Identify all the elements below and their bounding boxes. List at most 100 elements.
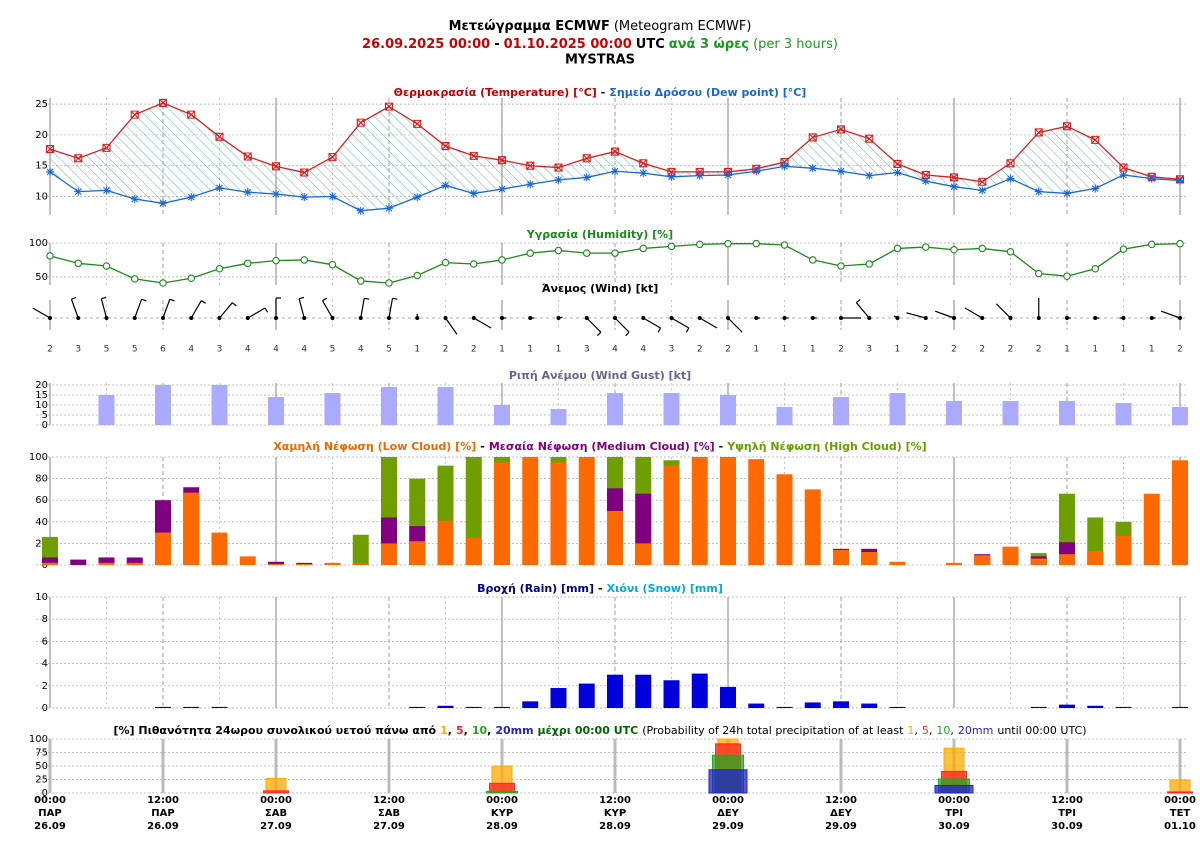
x-day-label: ΤΡΙ — [945, 808, 963, 819]
marker — [1091, 265, 1100, 273]
bar — [663, 465, 680, 565]
marker — [921, 170, 930, 180]
bar — [748, 459, 765, 565]
title-part: Σημείο Δρόσου (Dew point) [°C] — [609, 86, 806, 99]
bar — [1167, 791, 1193, 794]
marker — [1063, 189, 1071, 198]
y-tick-label: 50 — [35, 272, 48, 283]
marker — [130, 194, 139, 203]
marker — [583, 249, 591, 257]
bar — [691, 673, 708, 708]
wind-barb — [100, 296, 108, 319]
title-part: 20mm — [958, 724, 993, 737]
x-time-label: 12:00 — [147, 795, 179, 806]
wind-speed-label: 2 — [923, 345, 929, 355]
wind-dot — [641, 316, 646, 320]
wind-speed-label: 2 — [471, 345, 477, 355]
bar — [324, 562, 341, 565]
x-date-label: 26.09 — [34, 821, 66, 832]
wind-barb — [642, 317, 662, 333]
title-part: , — [950, 724, 954, 737]
bar — [324, 393, 341, 425]
bar — [720, 395, 736, 425]
marker — [1148, 240, 1156, 249]
title-part: Μεσαία Νέφωση (Medium Cloud) [%] — [489, 440, 715, 453]
wind-dot — [189, 316, 194, 320]
marker — [554, 175, 563, 184]
x-day-label: ΤΡΙ — [1058, 808, 1076, 819]
y-tick-label: 100 — [29, 238, 48, 249]
wind-dot — [1178, 316, 1182, 320]
marker — [808, 164, 817, 173]
bar — [748, 703, 765, 708]
bar — [211, 385, 228, 425]
bar — [804, 489, 821, 565]
bar — [494, 706, 510, 708]
y-tick-label: 0 — [42, 788, 48, 799]
x-day-label: ΠΑΡ — [38, 808, 61, 819]
marker — [752, 167, 761, 176]
bar — [42, 562, 58, 565]
marker — [893, 159, 902, 168]
wind-speed-label: 1 — [556, 345, 562, 355]
marker — [667, 172, 676, 181]
wind-barb — [964, 307, 983, 319]
bar — [974, 555, 991, 565]
wind-barb — [70, 296, 79, 319]
bar — [1172, 460, 1188, 565]
wind-speed-label: 2 — [725, 345, 731, 355]
marker — [808, 133, 817, 142]
wind-dot — [980, 316, 985, 320]
title-part: - — [719, 440, 724, 453]
marker — [554, 246, 563, 255]
marker — [893, 244, 902, 253]
marker — [413, 271, 422, 280]
bar — [635, 674, 652, 708]
marker — [582, 154, 591, 163]
wind-dot — [584, 316, 589, 320]
bar — [486, 790, 518, 794]
marker — [611, 249, 619, 257]
marker — [1063, 272, 1071, 280]
wind-dot — [48, 316, 52, 320]
marker — [498, 185, 506, 194]
bar — [635, 543, 652, 565]
panel-title: Χαμηλή Νέφωση (Low Cloud) [%] - Μεσαία Νέφ… — [273, 440, 926, 453]
wind-dot — [1036, 316, 1041, 320]
title-part: until 00:00 UTC) — [997, 724, 1086, 737]
wind-dot — [1149, 316, 1154, 320]
marker — [498, 256, 506, 264]
wind-barb — [247, 307, 269, 319]
bar — [1169, 779, 1191, 794]
wind-speed-label: 2 — [979, 345, 985, 355]
bar — [381, 387, 397, 425]
bar — [607, 511, 623, 565]
title-part: Υγρασία (Humidity) [%] — [526, 228, 673, 241]
wind-barb — [388, 297, 398, 319]
bar — [211, 532, 228, 565]
wind-barb — [699, 317, 718, 329]
wind-dot — [726, 316, 730, 320]
y-tick-label: 100 — [29, 734, 48, 745]
wind-barb — [671, 317, 690, 333]
marker — [611, 167, 619, 176]
x-day-label: ΚΥΡ — [604, 808, 626, 819]
bar — [522, 457, 539, 565]
marker — [187, 274, 196, 282]
x-date-label: 01.10 — [1164, 821, 1196, 832]
title-part: , — [929, 724, 933, 737]
bar — [494, 462, 510, 565]
x-time-label: 00:00 — [938, 795, 970, 806]
bar — [155, 706, 171, 708]
marker — [158, 98, 168, 107]
wind-dot — [697, 316, 702, 320]
marker — [639, 159, 648, 168]
marker — [695, 171, 704, 180]
bar — [833, 701, 849, 708]
wind-barb — [586, 317, 602, 337]
marker — [441, 258, 450, 267]
bar — [1115, 535, 1132, 565]
y-tick-label: 10 — [35, 592, 48, 603]
wind-barb — [219, 302, 237, 319]
